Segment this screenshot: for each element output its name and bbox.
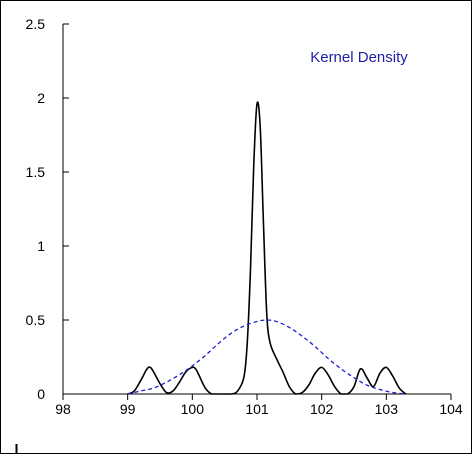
density-curve-dashed [127,319,406,395]
x-tick-label: 98 [55,401,71,417]
density-curve-solid [127,101,407,395]
x-tick-label: 102 [310,401,334,417]
y-tick-label: 1 [37,238,45,254]
x-tick-label: 103 [375,401,399,417]
x-tick-label: 100 [181,401,205,417]
x-tick-label: 99 [120,401,136,417]
x-tick-label: 104 [439,401,463,417]
legend-label: Kernel Density [310,49,408,66]
y-tick-label: 0.5 [26,312,46,328]
frame-edge-mark [15,444,18,454]
y-tick-label: 0 [37,386,45,402]
y-tick-label: 2 [37,90,45,106]
y-tick-label: 2.5 [26,16,46,32]
plot-area: 0 0.5 1 1.5 2 2.5 98 99 100 101 102 103 104 [26,16,463,417]
x-tick-label: 101 [245,401,269,417]
y-tick-label: 1.5 [26,164,46,180]
